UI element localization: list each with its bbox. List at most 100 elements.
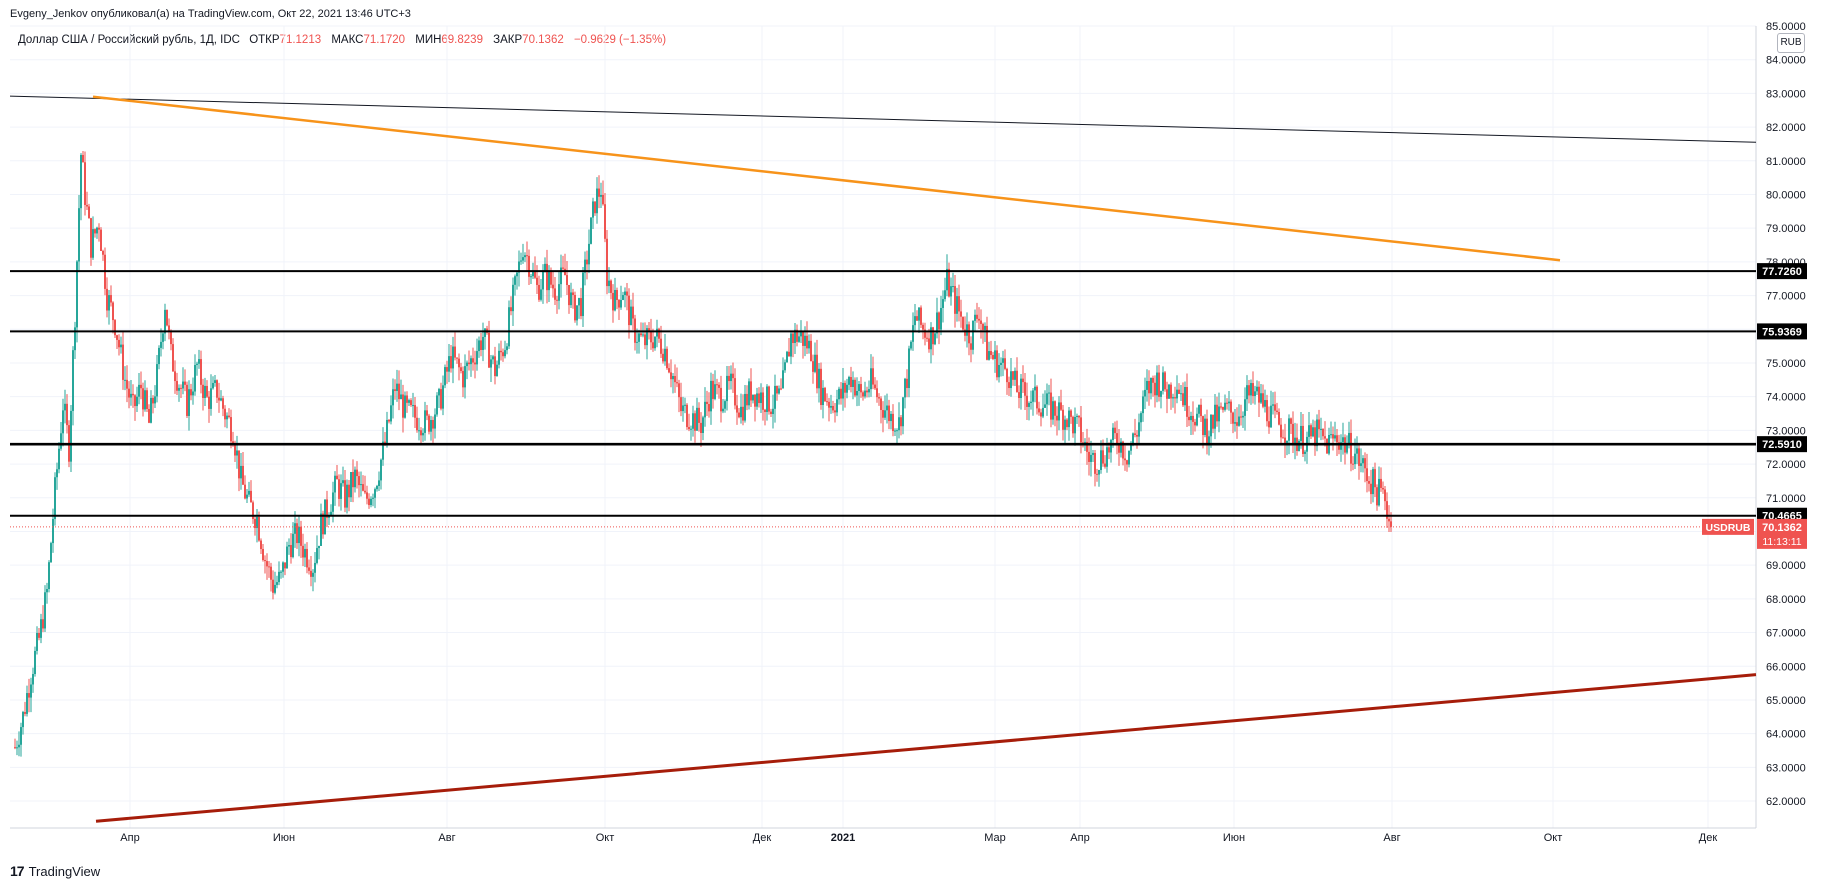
x-tick-label: Апр — [120, 832, 139, 844]
candle-body — [682, 405, 684, 412]
candle-body — [840, 388, 842, 399]
candle-body — [756, 393, 758, 407]
candle-body — [440, 389, 442, 409]
currency-badge[interactable]: RUB — [1777, 33, 1805, 53]
candle-body — [724, 401, 726, 409]
candle-body — [106, 288, 108, 311]
candle-body — [468, 362, 470, 365]
tradingview-logo[interactable]: 17 TradingView — [10, 863, 100, 879]
candle-body — [664, 348, 666, 362]
candle-body — [708, 404, 710, 412]
candle-body — [758, 393, 760, 404]
candle-body — [974, 314, 976, 321]
y-tick-label: 62.0000 — [1766, 796, 1806, 808]
candle-body — [386, 419, 388, 444]
candle-body — [410, 400, 412, 406]
candle-body — [294, 523, 296, 534]
candle-body — [776, 385, 778, 394]
candle-body — [212, 382, 214, 389]
y-tick-label: 81.0000 — [1766, 156, 1806, 168]
candle-body — [770, 411, 772, 415]
candle-body — [838, 388, 840, 400]
candle-body — [1204, 418, 1206, 436]
candle-body — [832, 405, 834, 411]
candle-body — [306, 548, 308, 568]
candle-body — [898, 417, 900, 431]
candle-body — [568, 285, 570, 306]
candle-body — [1124, 458, 1126, 461]
candle-body — [1276, 410, 1278, 412]
candle-body — [1002, 358, 1004, 363]
candle-body — [58, 448, 60, 470]
candle-body — [842, 382, 844, 399]
candle-body — [418, 430, 420, 432]
candle-body — [456, 357, 458, 359]
candle-body — [242, 465, 244, 485]
candle-body — [934, 333, 936, 345]
candle-body — [556, 299, 558, 301]
candle-body — [1386, 501, 1388, 519]
candle-body — [1060, 402, 1062, 410]
candle-body — [112, 302, 114, 321]
candle-body — [120, 344, 122, 348]
candle-body — [1054, 401, 1056, 416]
candle-body — [148, 408, 150, 423]
candle-body — [202, 384, 204, 398]
candle-body — [994, 350, 996, 359]
candle-body — [182, 381, 184, 389]
candle-body — [502, 352, 504, 357]
candle-body — [492, 356, 494, 360]
candle-body — [574, 295, 576, 321]
candle-body — [794, 329, 796, 344]
candle-body — [766, 386, 768, 413]
candle-body — [802, 330, 804, 346]
candle-body — [868, 389, 870, 393]
candle-body — [542, 271, 544, 290]
low-label: МИН — [415, 34, 442, 46]
candle-body — [186, 384, 188, 416]
y-tick-label: 68.0000 — [1766, 594, 1806, 606]
candle-body — [82, 154, 84, 163]
candle-body — [1230, 401, 1232, 413]
candle-body — [960, 311, 962, 317]
candle-body — [690, 428, 692, 430]
candle-body — [1016, 370, 1018, 393]
candle-body — [1032, 390, 1034, 402]
candle-body — [96, 227, 98, 234]
candle-body — [1274, 404, 1276, 411]
candle-body — [1334, 435, 1336, 439]
candle-body — [1014, 370, 1016, 380]
candle-body — [1000, 362, 1002, 365]
candle-body — [594, 201, 596, 214]
candle-body — [296, 523, 298, 544]
candle-body — [784, 362, 786, 371]
candle-body — [540, 289, 542, 300]
candle-body — [1350, 432, 1352, 464]
symbol-tag: USDRUB — [1706, 522, 1751, 534]
candle-body — [684, 404, 686, 406]
candle-body — [1358, 448, 1360, 466]
candle-body — [132, 393, 134, 396]
publisher-line: Evgeny_Jenkov опубликовал(а) на TradingV… — [10, 8, 411, 20]
candle-body — [1194, 421, 1196, 426]
x-tick-label: Окт — [596, 832, 615, 844]
candle-body — [1182, 393, 1184, 406]
candle-body — [312, 572, 314, 577]
candle-body — [948, 268, 950, 297]
candle-body — [1322, 428, 1324, 437]
candle-body — [516, 272, 518, 277]
y-tick-label: 80.0000 — [1766, 189, 1806, 201]
candle-body — [752, 394, 754, 401]
candle-body — [146, 390, 148, 409]
candle-body — [906, 378, 908, 389]
symbol-description[interactable]: Доллар США / Российский рубль, 1Д, IDC — [18, 34, 240, 46]
candle-body — [350, 471, 352, 498]
candle-body — [378, 480, 380, 486]
candle-body — [1064, 419, 1066, 430]
candle-body — [1006, 368, 1008, 383]
candle-body — [1362, 458, 1364, 464]
candle-body — [1364, 458, 1366, 469]
candle-body — [1216, 404, 1218, 422]
candle-body — [764, 409, 766, 413]
